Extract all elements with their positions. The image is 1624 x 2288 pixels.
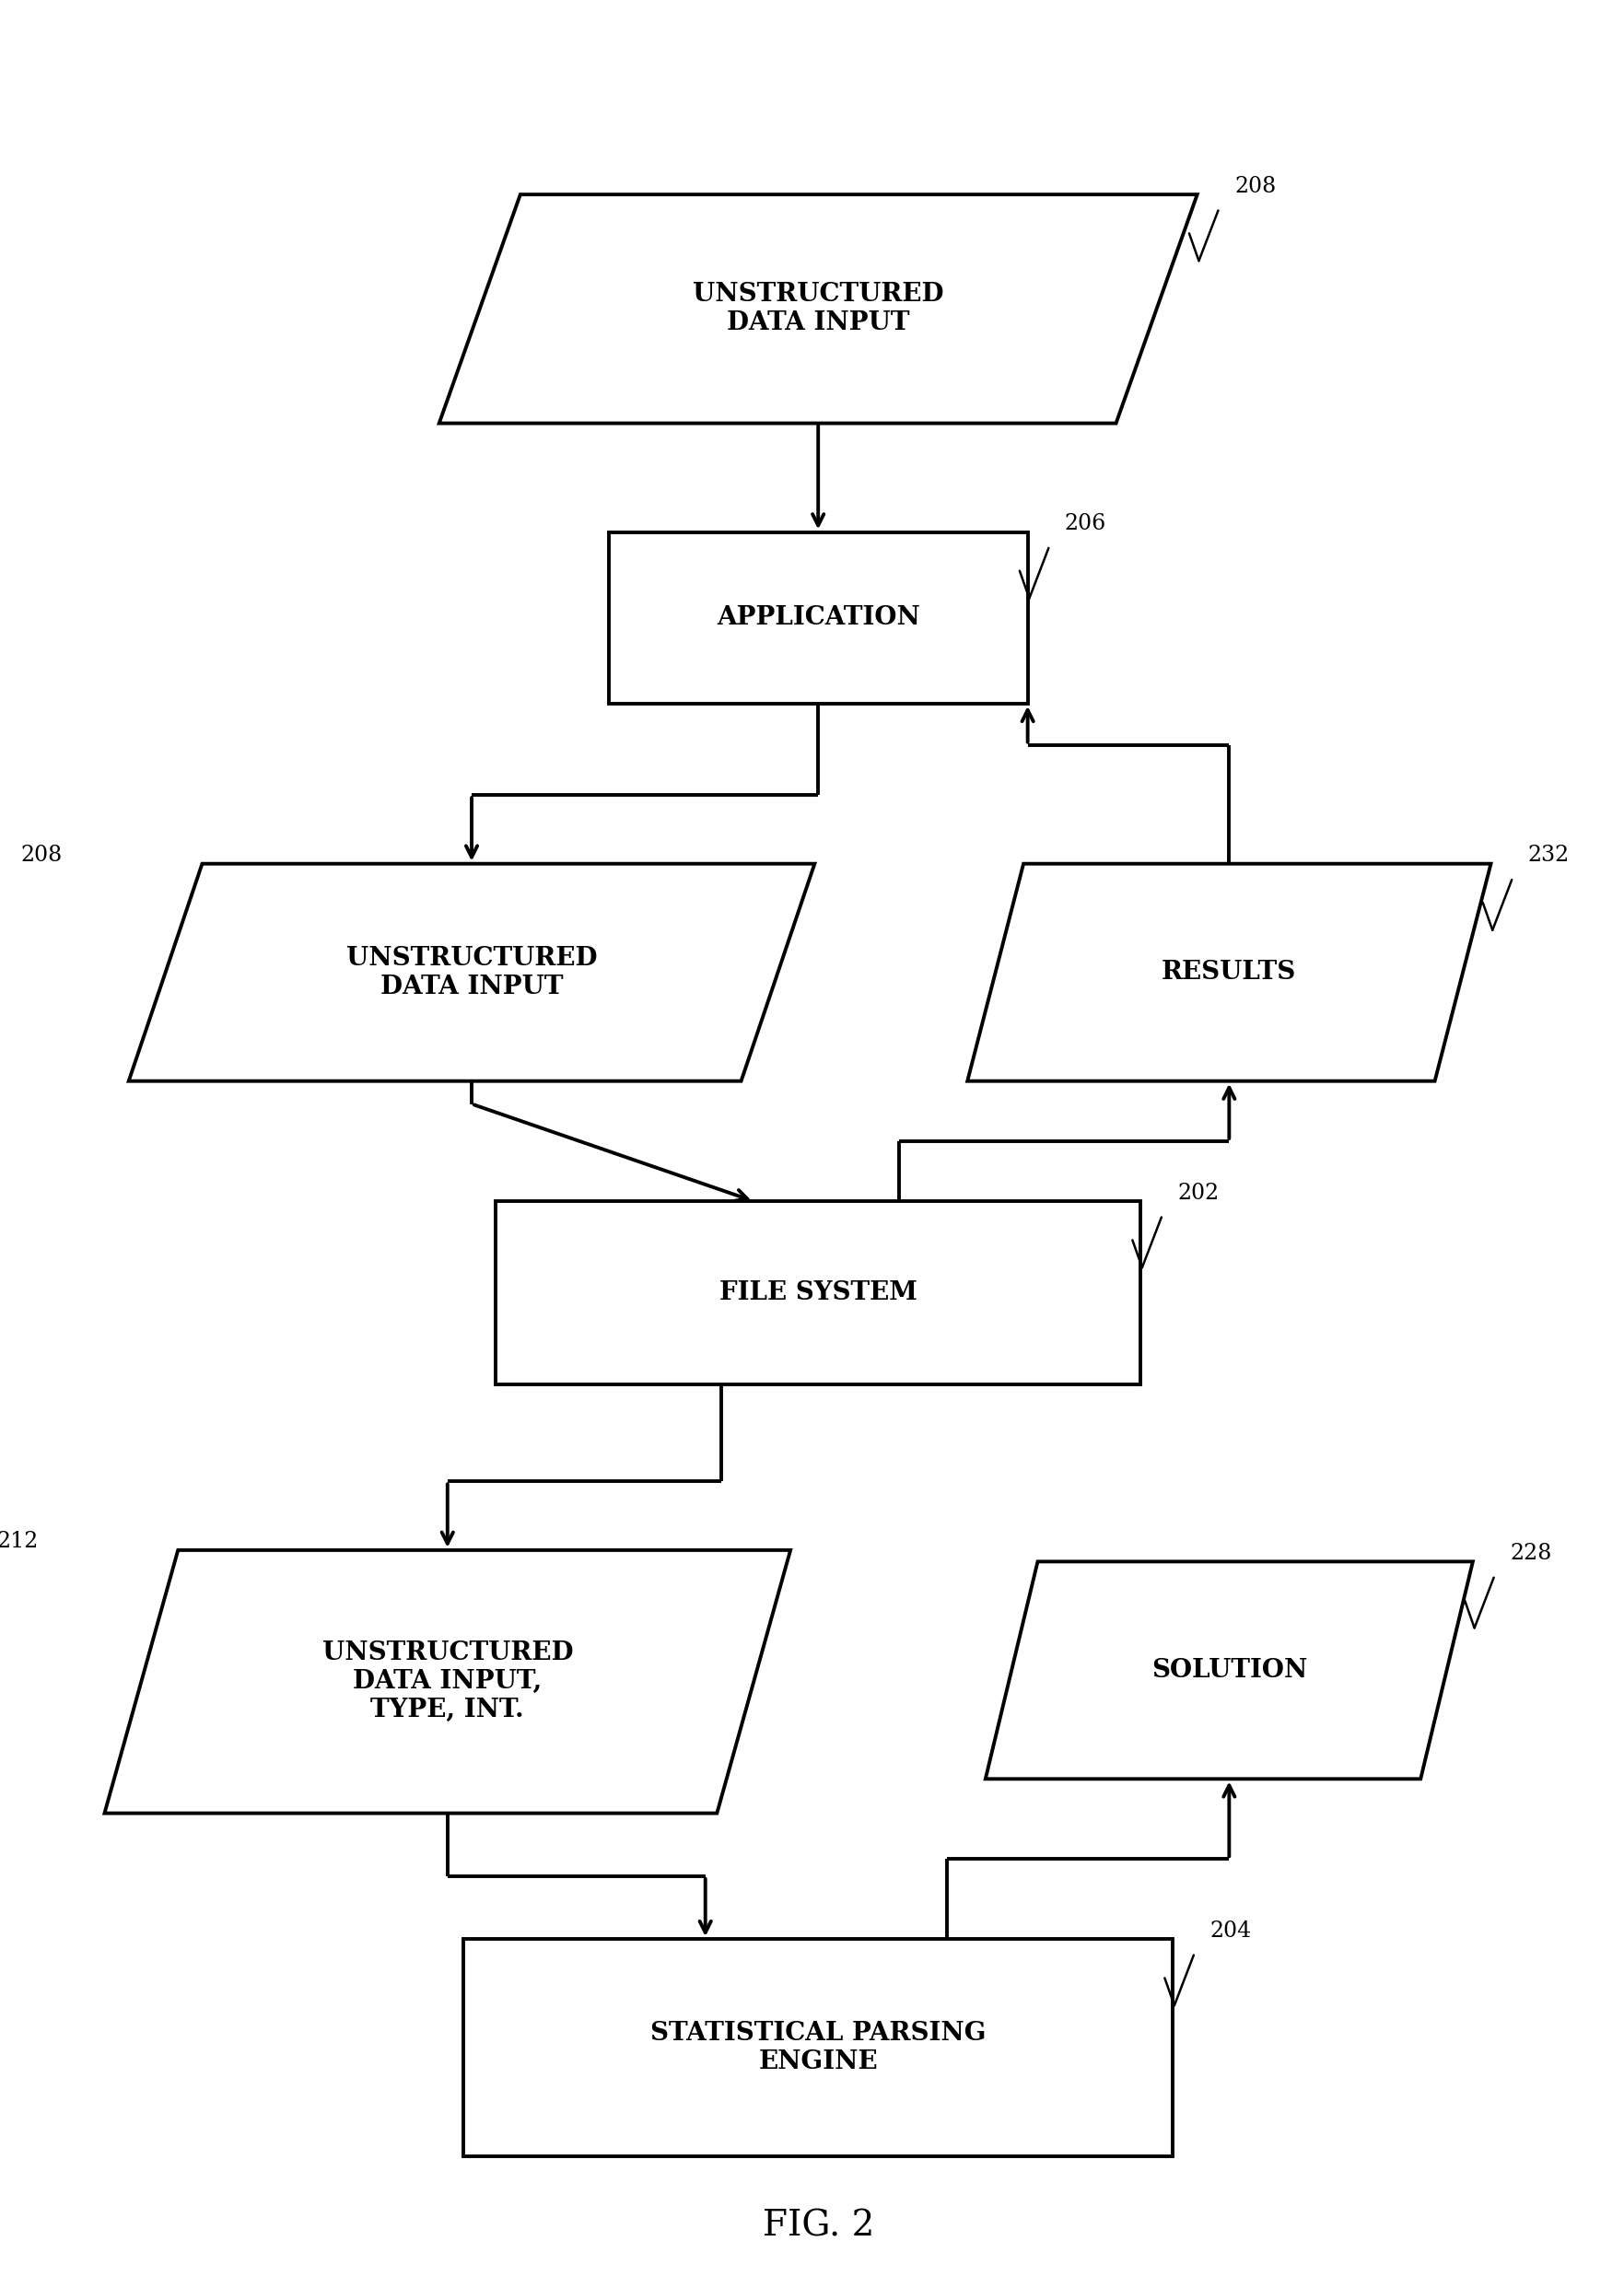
Polygon shape: [128, 865, 815, 1082]
Text: SOLUTION: SOLUTION: [1151, 1659, 1307, 1682]
Text: UNSTRUCTURED
DATA INPUT,
TYPE, INT.: UNSTRUCTURED DATA INPUT, TYPE, INT.: [322, 1640, 573, 1723]
Bar: [495, 1201, 1140, 1384]
Polygon shape: [104, 1551, 791, 1812]
Text: FIG. 2: FIG. 2: [762, 2210, 874, 2242]
Text: 208: 208: [1234, 176, 1276, 197]
Text: 208: 208: [21, 844, 62, 867]
Bar: [609, 533, 1028, 705]
Text: UNSTRUCTURED
DATA INPUT: UNSTRUCTURED DATA INPUT: [346, 945, 598, 1000]
Text: 206: 206: [1065, 513, 1106, 535]
Text: 232: 232: [1528, 844, 1570, 867]
Polygon shape: [438, 194, 1197, 423]
Text: 202: 202: [1177, 1183, 1220, 1203]
Bar: [463, 1940, 1173, 2155]
Text: STATISTICAL PARSING
ENGINE: STATISTICAL PARSING ENGINE: [650, 2020, 986, 2075]
Polygon shape: [986, 1560, 1473, 1780]
Text: APPLICATION: APPLICATION: [716, 606, 919, 629]
Text: 212: 212: [0, 1531, 39, 1551]
Text: FILE SYSTEM: FILE SYSTEM: [719, 1281, 918, 1304]
Text: RESULTS: RESULTS: [1161, 961, 1296, 984]
Polygon shape: [968, 865, 1491, 1082]
Text: 228: 228: [1510, 1542, 1551, 1565]
Text: 204: 204: [1210, 1920, 1252, 1940]
Text: UNSTRUCTURED
DATA INPUT: UNSTRUCTURED DATA INPUT: [693, 281, 944, 336]
